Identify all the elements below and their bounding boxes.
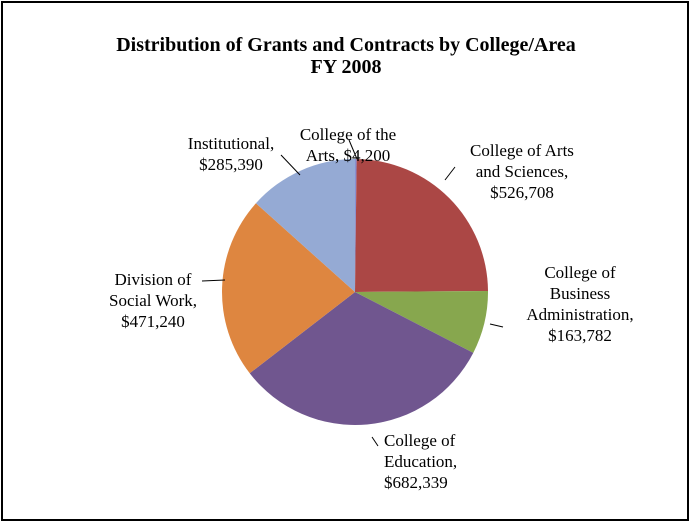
leader-line-1 <box>348 139 358 160</box>
slice-label-6: Institutional, $285,390 <box>188 134 274 174</box>
slice-label-1: College of the Arts, $4,200 <box>300 125 396 165</box>
pie-slice-4 <box>249 292 474 426</box>
slice-label-line: and Sciences, <box>476 162 569 181</box>
slice-label-3: College of Business Administration, $163,78… <box>526 263 633 345</box>
slice-label-line: Business <box>550 284 610 303</box>
slice-label-line: Administration, <box>526 305 633 324</box>
slice-label-line: $163,782 <box>548 326 612 345</box>
slice-label-line: Education, <box>384 452 457 471</box>
pie-slice-2 <box>355 159 488 292</box>
leader-line-4 <box>371 436 379 447</box>
leader-line-2 <box>444 166 456 181</box>
slice-label-line: College of the <box>300 125 396 144</box>
slice-label-line: College of <box>384 431 456 450</box>
slice-label-line: $526,708 <box>490 183 554 202</box>
slice-label-line: $682,339 <box>384 473 448 492</box>
pie-slice-5 <box>222 203 355 374</box>
slice-label-4: College of Education, $682,339 <box>384 431 457 492</box>
chart-subtitle: FY 2008 <box>310 56 382 78</box>
leader-line-6 <box>280 154 301 176</box>
leader-line-3 <box>489 323 504 328</box>
slice-label-line: $285,390 <box>199 155 263 174</box>
slice-label-line: $471,240 <box>121 312 185 331</box>
pie-slice-6 <box>255 159 355 292</box>
slice-label-line: Arts, $4,200 <box>306 146 391 165</box>
slice-label-line: Institutional, <box>188 134 274 153</box>
slice-label-line: College of <box>544 263 616 282</box>
pie-slice-1 <box>355 159 357 292</box>
chart-title: Distribution of Grants and Contracts by … <box>116 34 576 56</box>
slice-label-2: College of Arts and Sciences, $526,708 <box>470 141 574 202</box>
slice-label-line: Division of <box>115 270 192 289</box>
slice-label-line: Social Work, <box>109 291 197 310</box>
pie-slice-3 <box>355 291 489 353</box>
chart-title-block: Distribution of Grants and Contracts by … <box>0 34 692 78</box>
slice-label-5: Division of Social Work, $471,240 <box>109 270 197 331</box>
slice-label-line: College of Arts <box>470 141 574 160</box>
leader-line-5 <box>201 279 226 282</box>
